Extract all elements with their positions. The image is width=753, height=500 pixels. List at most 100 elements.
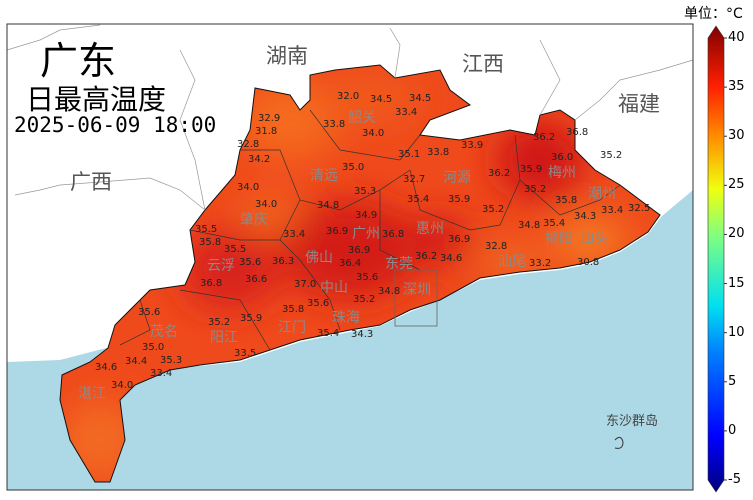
colorbar-tick-label: 15 — [728, 275, 745, 291]
station-temperature: 36.2 — [415, 251, 437, 262]
product-title: 日最高温度 — [26, 83, 167, 116]
city-label: 佛山 — [305, 250, 333, 266]
station-temperature: 35.8 — [282, 304, 304, 315]
city-label: 珠海 — [332, 310, 360, 326]
station-temperature: 34.8 — [317, 200, 339, 211]
station-temperature: 35.8 — [199, 237, 221, 248]
city-label: 深圳 — [403, 282, 431, 298]
station-temperature: 35.4 — [407, 194, 429, 205]
station-temperature: 35.4 — [543, 218, 565, 229]
colorbar-tick-label: 25 — [728, 177, 745, 193]
city-label: 韶关 — [348, 110, 376, 126]
region-title: 广东 — [40, 39, 117, 83]
colorbar-tick-label: 5 — [728, 373, 737, 389]
station-temperature: 35.6 — [239, 257, 261, 268]
station-temperature: 35.6 — [356, 272, 378, 283]
city-label: 清远 — [310, 168, 338, 184]
station-temperature: 36.2 — [488, 168, 510, 179]
city-label: 河源 — [443, 170, 471, 186]
city-label: 茂名 — [150, 323, 178, 340]
station-temperature: 34.0 — [255, 199, 277, 210]
station-temperature: 34.3 — [351, 329, 373, 340]
station-temperature: 34.6 — [440, 253, 462, 264]
colorbar-tick-label: 40 — [728, 30, 745, 45]
station-temperature: 35.9 — [240, 313, 262, 324]
city-label: 肇庆 — [240, 212, 268, 228]
station-temperature: 35.2 — [482, 204, 504, 215]
station-temperature: 32.0 — [337, 91, 359, 102]
datetime-label: 2025-06-09 18:00 — [14, 113, 217, 137]
station-temperature: 34.6 — [95, 362, 117, 373]
station-temperature: 35.2 — [353, 294, 375, 305]
colorbar-tick-label: 0 — [728, 422, 737, 438]
city-label: 汕尾 — [498, 254, 526, 270]
neighbor-label-fujian: 福建 — [618, 92, 660, 116]
station-temperature: 34.8 — [518, 220, 540, 231]
station-temperature: 36.8 — [566, 127, 588, 138]
station-temperature: 34.8 — [378, 286, 400, 297]
map-frame — [6, 23, 694, 491]
station-temperature: 33.4 — [395, 107, 417, 118]
station-temperature: 34.0 — [111, 380, 133, 391]
station-temperature: 36.8 — [200, 278, 222, 289]
station-temperature: 33.4 — [150, 368, 172, 379]
station-temperature: 34.0 — [237, 182, 259, 193]
station-temperature: 35.3 — [354, 186, 376, 197]
dongsha-islands-label: 东沙群岛 — [606, 414, 659, 429]
city-label: 江门 — [278, 320, 306, 336]
city-label: 云浮 — [207, 258, 235, 274]
station-temperature: 30.8 — [577, 257, 599, 268]
station-temperature: 33.8 — [323, 119, 345, 130]
station-temperature: 33.8 — [427, 147, 449, 158]
station-temperature: 35.0 — [142, 342, 164, 353]
neighbor-province-boundaries — [6, 24, 694, 211]
station-temperature: 34.5 — [370, 94, 392, 105]
station-temperature: 34.4 — [125, 356, 147, 367]
station-temperature: 35.9 — [448, 194, 470, 205]
station-temperature: 36.9 — [326, 226, 348, 237]
station-temperature: 35.6 — [307, 298, 329, 309]
station-temperature: 31.8 — [255, 126, 277, 137]
station-temperature: 33.4 — [601, 205, 623, 216]
station-temperature: 34.9 — [355, 210, 377, 221]
city-label: 潮州 — [588, 186, 616, 202]
station-temperature: 36.8 — [382, 229, 404, 240]
unit-label: 单位：°C — [684, 6, 743, 22]
city-label: 梅州 — [548, 165, 576, 181]
station-temperature: 35.0 — [342, 162, 364, 173]
city-label: 汕头 — [580, 231, 608, 247]
station-temperature: 35.3 — [160, 355, 182, 366]
station-temperature: 33.5 — [234, 348, 256, 359]
station-temperature: 36.0 — [551, 152, 573, 163]
station-temperature: 35.6 — [138, 307, 160, 318]
colorbar-tick-label: 30 — [728, 128, 745, 144]
city-label: 广州 — [352, 226, 380, 242]
station-temperature: 35.5 — [224, 244, 246, 255]
station-temperature: 36.3 — [272, 256, 294, 267]
station-temperature: 35.2 — [208, 317, 230, 328]
station-temperature: 35.2 — [600, 150, 622, 161]
station-temperature: 35.1 — [398, 149, 420, 160]
station-temperature: 36.6 — [245, 274, 267, 285]
colorbar-tick-label: 10 — [728, 324, 745, 340]
station-temperature: 34.0 — [362, 128, 384, 139]
city-label: 揭阳 — [545, 231, 573, 247]
city-label: 惠州 — [416, 221, 444, 237]
station-temperature: 34.2 — [248, 154, 270, 165]
station-temperature: 35.2 — [524, 184, 546, 195]
station-temperature: 37.0 — [294, 279, 316, 290]
station-temperature: 32.8 — [237, 139, 259, 150]
dongsha-island-icon — [614, 436, 624, 449]
colorbar-tick-label: 20 — [728, 226, 745, 242]
station-temperature: 36.2 — [533, 132, 555, 143]
colorbar-tick-label: -5 — [728, 472, 741, 487]
sea — [7, 190, 693, 490]
station-temperature: 32.7 — [403, 174, 425, 185]
city-label: 中山 — [320, 280, 348, 296]
station-temperature: 33.4 — [283, 229, 305, 240]
neighbor-label-jiangxi: 江西 — [462, 52, 504, 76]
station-temperature: 35.8 — [555, 195, 577, 206]
neighbor-label-hunan: 湖南 — [266, 44, 308, 68]
colorbar-tick-label: 35 — [728, 79, 745, 95]
